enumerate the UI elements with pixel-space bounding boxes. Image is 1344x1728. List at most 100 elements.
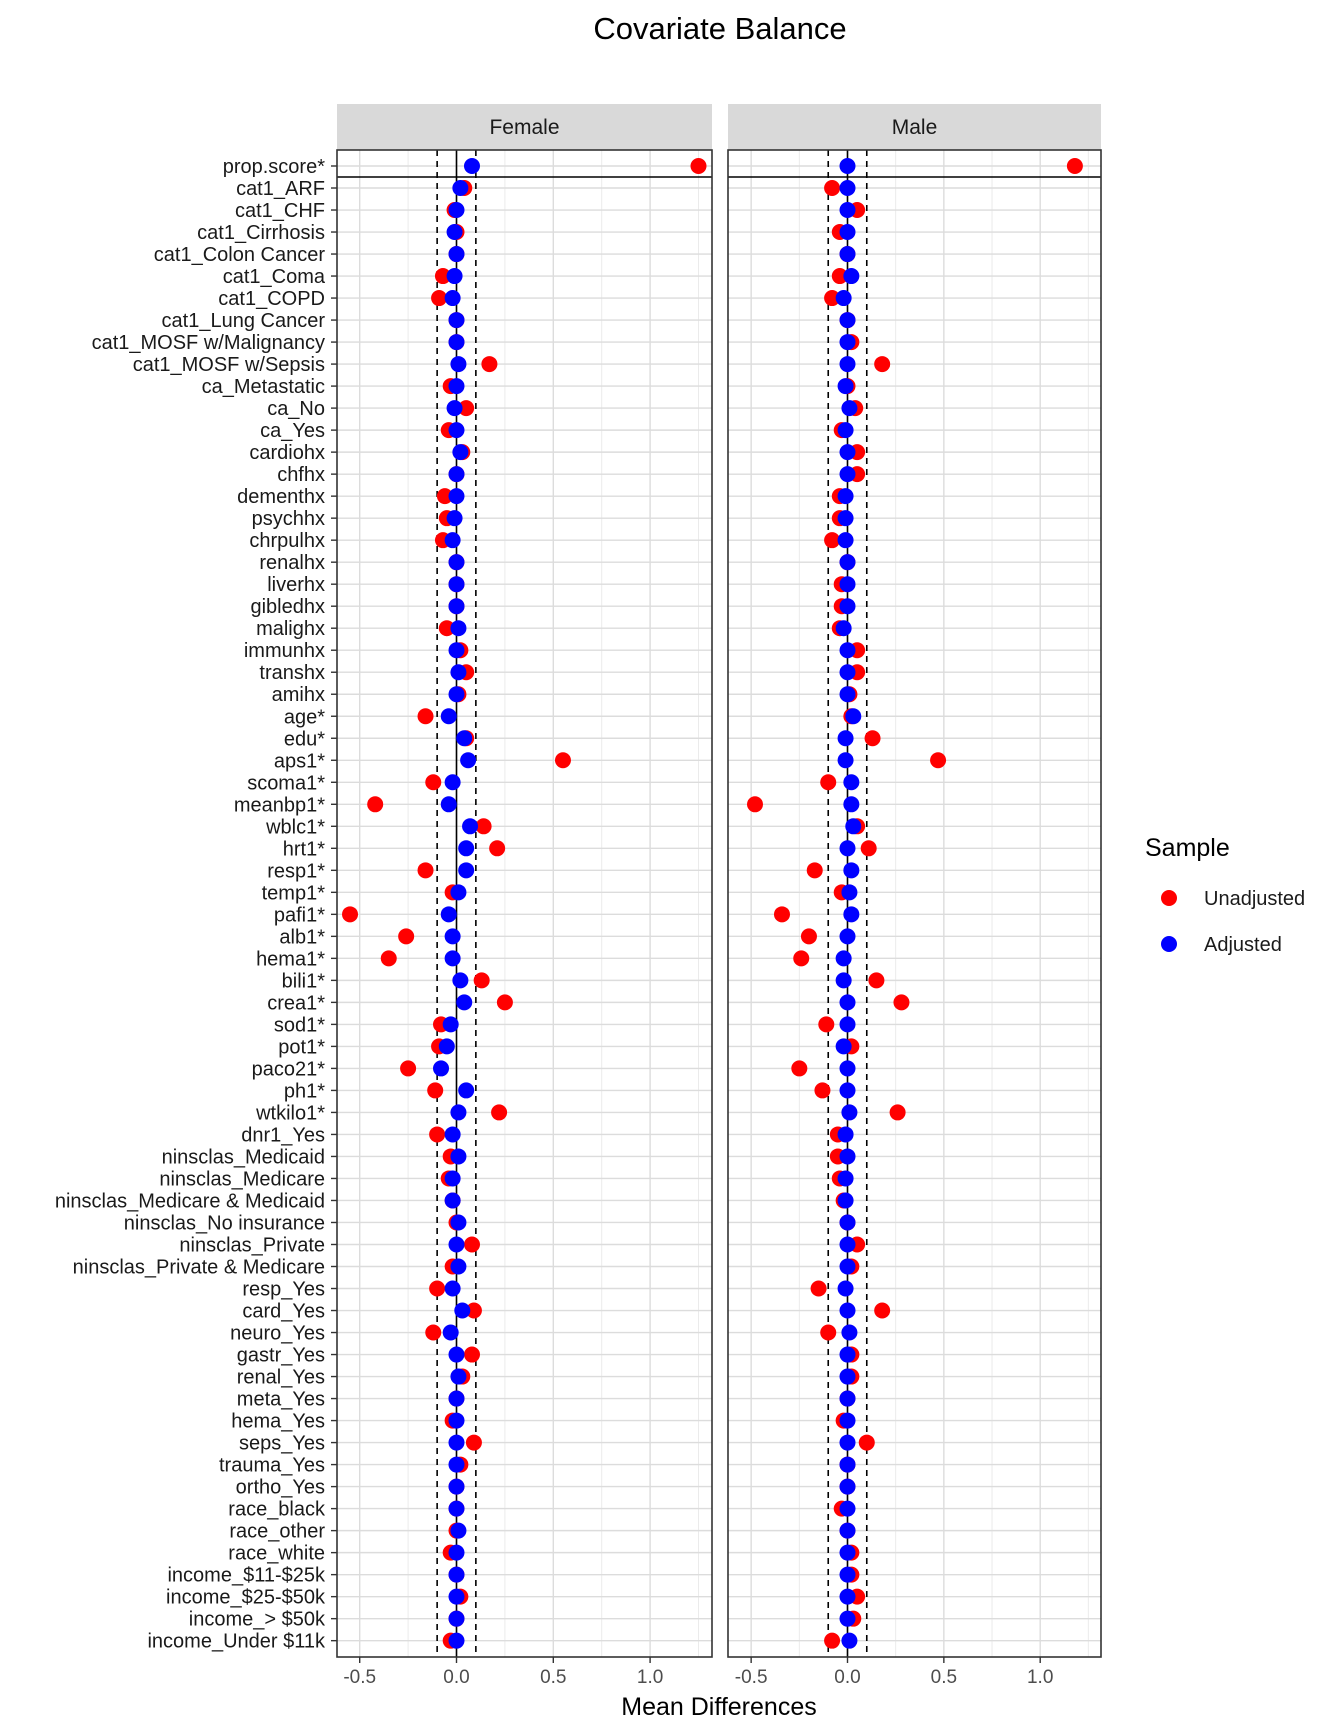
point-adjusted [463, 158, 480, 174]
point-unadjusted [800, 928, 817, 945]
point-unadjusted [831, 268, 848, 285]
point-adjusted [839, 180, 856, 197]
legend-title: Sample [1145, 834, 1230, 862]
panel-border [336, 149, 713, 1658]
y-tick-label: renal_Yes [237, 1367, 325, 1389]
y-tick-label: gastr_Yes [237, 1345, 325, 1367]
point-adjusted [835, 950, 852, 967]
point-unadjusted [417, 708, 434, 725]
point-unadjusted [398, 928, 415, 945]
point-adjusted [839, 1302, 856, 1319]
point-adjusted [458, 840, 475, 857]
point-adjusted [444, 290, 461, 307]
y-tick-label: cardiohx [249, 442, 325, 464]
legend-label-adjusted: Adjusted [1204, 934, 1282, 956]
point-adjusted [446, 400, 463, 417]
point-adjusted [837, 510, 854, 527]
legend-key-unadjusted [1161, 890, 1177, 906]
point-adjusted [448, 312, 465, 329]
point-adjusted [839, 1478, 856, 1495]
y-tick-label: scoma1* [247, 772, 325, 794]
panel-border [727, 149, 1102, 1658]
point-unadjusted [824, 532, 841, 549]
point-adjusted [839, 466, 856, 483]
point-unadjusted [465, 1434, 482, 1451]
point-adjusted [839, 224, 856, 241]
point-adjusted [444, 1126, 461, 1143]
point-adjusted [839, 994, 856, 1011]
y-tick-label: neuro_Yes [230, 1323, 325, 1345]
y-tick-label: resp1* [267, 860, 325, 882]
point-unadjusted [427, 1082, 444, 1099]
panel-female: Female -0.5 0.0 0.5 1.0 [336, 104, 713, 1688]
point-adjusted [835, 290, 852, 307]
point-unadjusted [463, 1346, 480, 1363]
point-adjusted [839, 1500, 856, 1517]
x-tick-label: 0.0 [443, 1667, 469, 1688]
point-adjusted [839, 1346, 856, 1363]
point-unadjusted [431, 290, 448, 307]
point-adjusted [839, 202, 856, 219]
point-adjusted [835, 972, 852, 989]
point-unadjusted [820, 774, 837, 791]
point-adjusted [454, 1302, 471, 1319]
point-adjusted [456, 994, 473, 1011]
y-tick-label: age* [284, 706, 325, 728]
x-tick-label: 0.5 [931, 1667, 957, 1688]
point-unadjusted [491, 1104, 508, 1121]
y-tick-label: bili1* [282, 970, 326, 992]
panel-male: Male -0.5 0.0 0.5 1.0 [727, 104, 1102, 1688]
y-tick-label: ninsclas_Private [179, 1234, 325, 1256]
point-adjusted [462, 818, 479, 835]
panel-strip [337, 104, 712, 150]
point-adjusted [839, 1082, 856, 1099]
y-tick-label: edu* [284, 728, 325, 750]
point-unadjusted [858, 1434, 875, 1451]
point-adjusted [839, 1236, 856, 1253]
x-tick-label: 1.0 [1027, 1667, 1053, 1688]
point-adjusted [839, 1214, 856, 1231]
point-adjusted [444, 774, 461, 791]
y-tick-label: income_$11-$25k [167, 1565, 326, 1587]
y-tick-label: ph1* [284, 1080, 325, 1102]
x-tick-label: -0.5 [343, 1667, 376, 1688]
point-adjusted [839, 664, 856, 681]
y-tick-label: ninsclas_No insurance [124, 1212, 325, 1234]
point-adjusted [444, 1280, 461, 1297]
point-unadjusted [367, 796, 384, 813]
legend-key-adjusted [1161, 936, 1177, 952]
point-adjusted [837, 378, 854, 395]
point-adjusted [448, 1566, 465, 1583]
point-adjusted [440, 906, 457, 923]
y-tick-label: amihx [272, 684, 325, 706]
point-adjusted [448, 1390, 465, 1407]
x-axis-title: Mean Differences [621, 1693, 816, 1721]
point-unadjusted [463, 1236, 480, 1253]
point-adjusted [440, 708, 457, 725]
point-adjusted [839, 1566, 856, 1583]
y-tick-label: cat1_Lung Cancer [162, 310, 326, 332]
point-adjusted [839, 576, 856, 593]
y-tick-label: income_$25-$50k [166, 1587, 326, 1609]
y-tick-label: liverhx [267, 574, 325, 596]
point-adjusted [448, 1588, 465, 1605]
point-unadjusted [824, 1632, 841, 1649]
point-adjusted [448, 1632, 465, 1649]
point-adjusted [841, 884, 858, 901]
point-adjusted [843, 862, 860, 879]
point-adjusted [450, 1368, 467, 1385]
point-adjusted [448, 378, 465, 395]
point-adjusted [442, 1016, 459, 1033]
point-adjusted [839, 1522, 856, 1539]
panel-background [728, 150, 1101, 1657]
y-tick-label: sod1* [274, 1014, 325, 1036]
point-adjusted [839, 1610, 856, 1627]
point-unadjusted [400, 1060, 417, 1077]
point-adjusted [458, 1082, 475, 1099]
point-adjusted [458, 862, 475, 879]
y-tick-label: dnr1_Yes [241, 1124, 325, 1146]
point-unadjusted [438, 620, 455, 637]
point-unadjusted [417, 862, 434, 879]
y-tick-label: ortho_Yes [236, 1477, 325, 1499]
